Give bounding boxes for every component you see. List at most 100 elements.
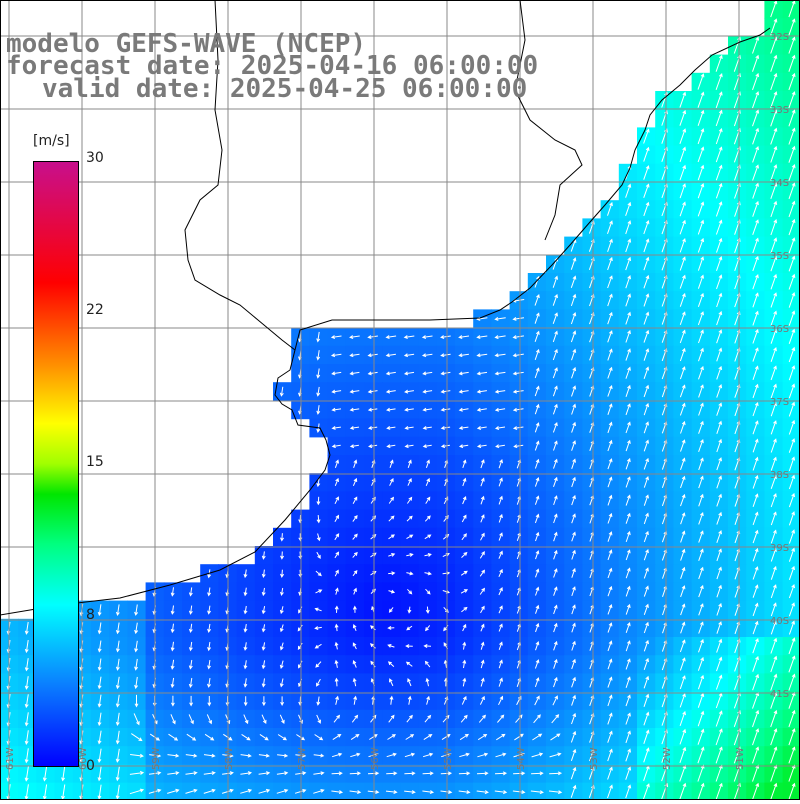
wind-arrow [607, 730, 613, 743]
wind-arrow [280, 587, 284, 597]
lat-label: 36S [770, 324, 789, 335]
wind-arrow [570, 312, 577, 325]
wind-arrow [643, 238, 650, 253]
wind-arrow [770, 637, 778, 654]
wind-arrow [422, 444, 432, 449]
wind-arrow [389, 459, 394, 468]
wind-arrow [406, 496, 413, 504]
wind-arrow [679, 402, 686, 416]
wind-arrow [185, 753, 198, 758]
wind-arrow [752, 420, 759, 435]
wind-arrow [512, 426, 524, 430]
colorbar-tick-15: 15 [86, 454, 104, 470]
wind-arrow [498, 459, 503, 469]
wind-arrow [715, 219, 723, 235]
wind-arrow [607, 512, 613, 524]
wind-arrow [698, 420, 704, 434]
wind-arrow [752, 438, 759, 453]
wind-arrow [316, 533, 321, 542]
wind-arrow [334, 605, 339, 613]
wind-arrow [752, 36, 760, 54]
wind-arrow [498, 641, 503, 650]
wind-arrow [788, 346, 796, 363]
wind-arrow [131, 733, 143, 742]
wind-arrow [441, 752, 452, 758]
wind-arrow [680, 603, 686, 616]
wind-arrow [715, 164, 723, 181]
wind-arrow [697, 311, 704, 326]
wind-arrow [185, 771, 198, 776]
wind-arrow [334, 623, 339, 632]
wind-arrow [770, 310, 777, 326]
wind-arrow [625, 457, 631, 470]
wind-arrow [570, 330, 577, 343]
wind-arrow [387, 661, 395, 667]
wind-arrow [553, 495, 558, 506]
wind-arrow [752, 146, 759, 163]
wind-arrow [170, 605, 175, 615]
wind-arrow [243, 605, 248, 615]
wind-arrow [388, 515, 395, 522]
wind-arrow [716, 274, 723, 290]
wind-arrow [498, 477, 503, 487]
colorbar [33, 161, 79, 767]
wind-arrow [406, 553, 414, 557]
wind-arrow [258, 753, 270, 758]
wind-arrow [279, 660, 284, 669]
wind-arrow [405, 734, 415, 740]
wind-arrow [625, 530, 631, 543]
wind-arrow [494, 335, 506, 340]
wind-arrow [189, 695, 194, 707]
wind-arrow [643, 311, 650, 325]
wind-arrow [752, 547, 759, 562]
wind-arrow [643, 329, 650, 343]
wind-arrow [643, 693, 650, 707]
wind-arrow [404, 444, 414, 449]
wind-arrow [643, 657, 649, 670]
wind-arrow [607, 238, 613, 252]
wind-arrow [553, 658, 558, 669]
wind-arrow [788, 328, 796, 344]
wind-arrow [680, 493, 686, 507]
wind-arrow [313, 771, 325, 776]
lon-label: 53W [589, 747, 600, 770]
wind-arrow [386, 426, 396, 430]
wind-arrow [752, 255, 759, 272]
wind-arrow [607, 293, 613, 307]
wind-arrow [698, 638, 704, 653]
wind-arrow [788, 620, 795, 635]
wind-arrow [461, 606, 468, 613]
wind-arrow [425, 459, 430, 468]
wind-arrow [115, 658, 120, 671]
wind-arrow [607, 585, 613, 597]
wind-arrow [679, 347, 686, 362]
wind-arrow [715, 710, 723, 727]
wind-arrow [332, 734, 342, 741]
wind-arrow [715, 674, 723, 690]
wind-arrow [535, 568, 540, 578]
wind-arrow [261, 624, 266, 633]
wind-arrow [643, 348, 650, 361]
wind-arrow [479, 587, 486, 595]
wind-arrow [442, 533, 450, 540]
wind-arrow [752, 347, 759, 362]
wind-arrow [331, 444, 341, 449]
wind-arrow [241, 733, 251, 741]
wind-arrow [679, 639, 686, 653]
wind-arrow [297, 624, 303, 632]
wind-arrow [570, 275, 577, 288]
wind-arrow [697, 109, 705, 126]
wind-arrow [679, 782, 687, 800]
wind-arrow [370, 515, 377, 522]
wind-arrow [462, 459, 467, 469]
wind-arrow [552, 330, 558, 343]
wind-arrow [788, 310, 796, 326]
wind-arrow [788, 127, 796, 145]
wind-arrow [334, 533, 340, 541]
wind-arrow [479, 569, 485, 577]
wind-arrow [296, 734, 306, 741]
wind-arrow [349, 389, 360, 394]
wind-arrow [643, 421, 649, 434]
wind-arrow [388, 553, 396, 557]
